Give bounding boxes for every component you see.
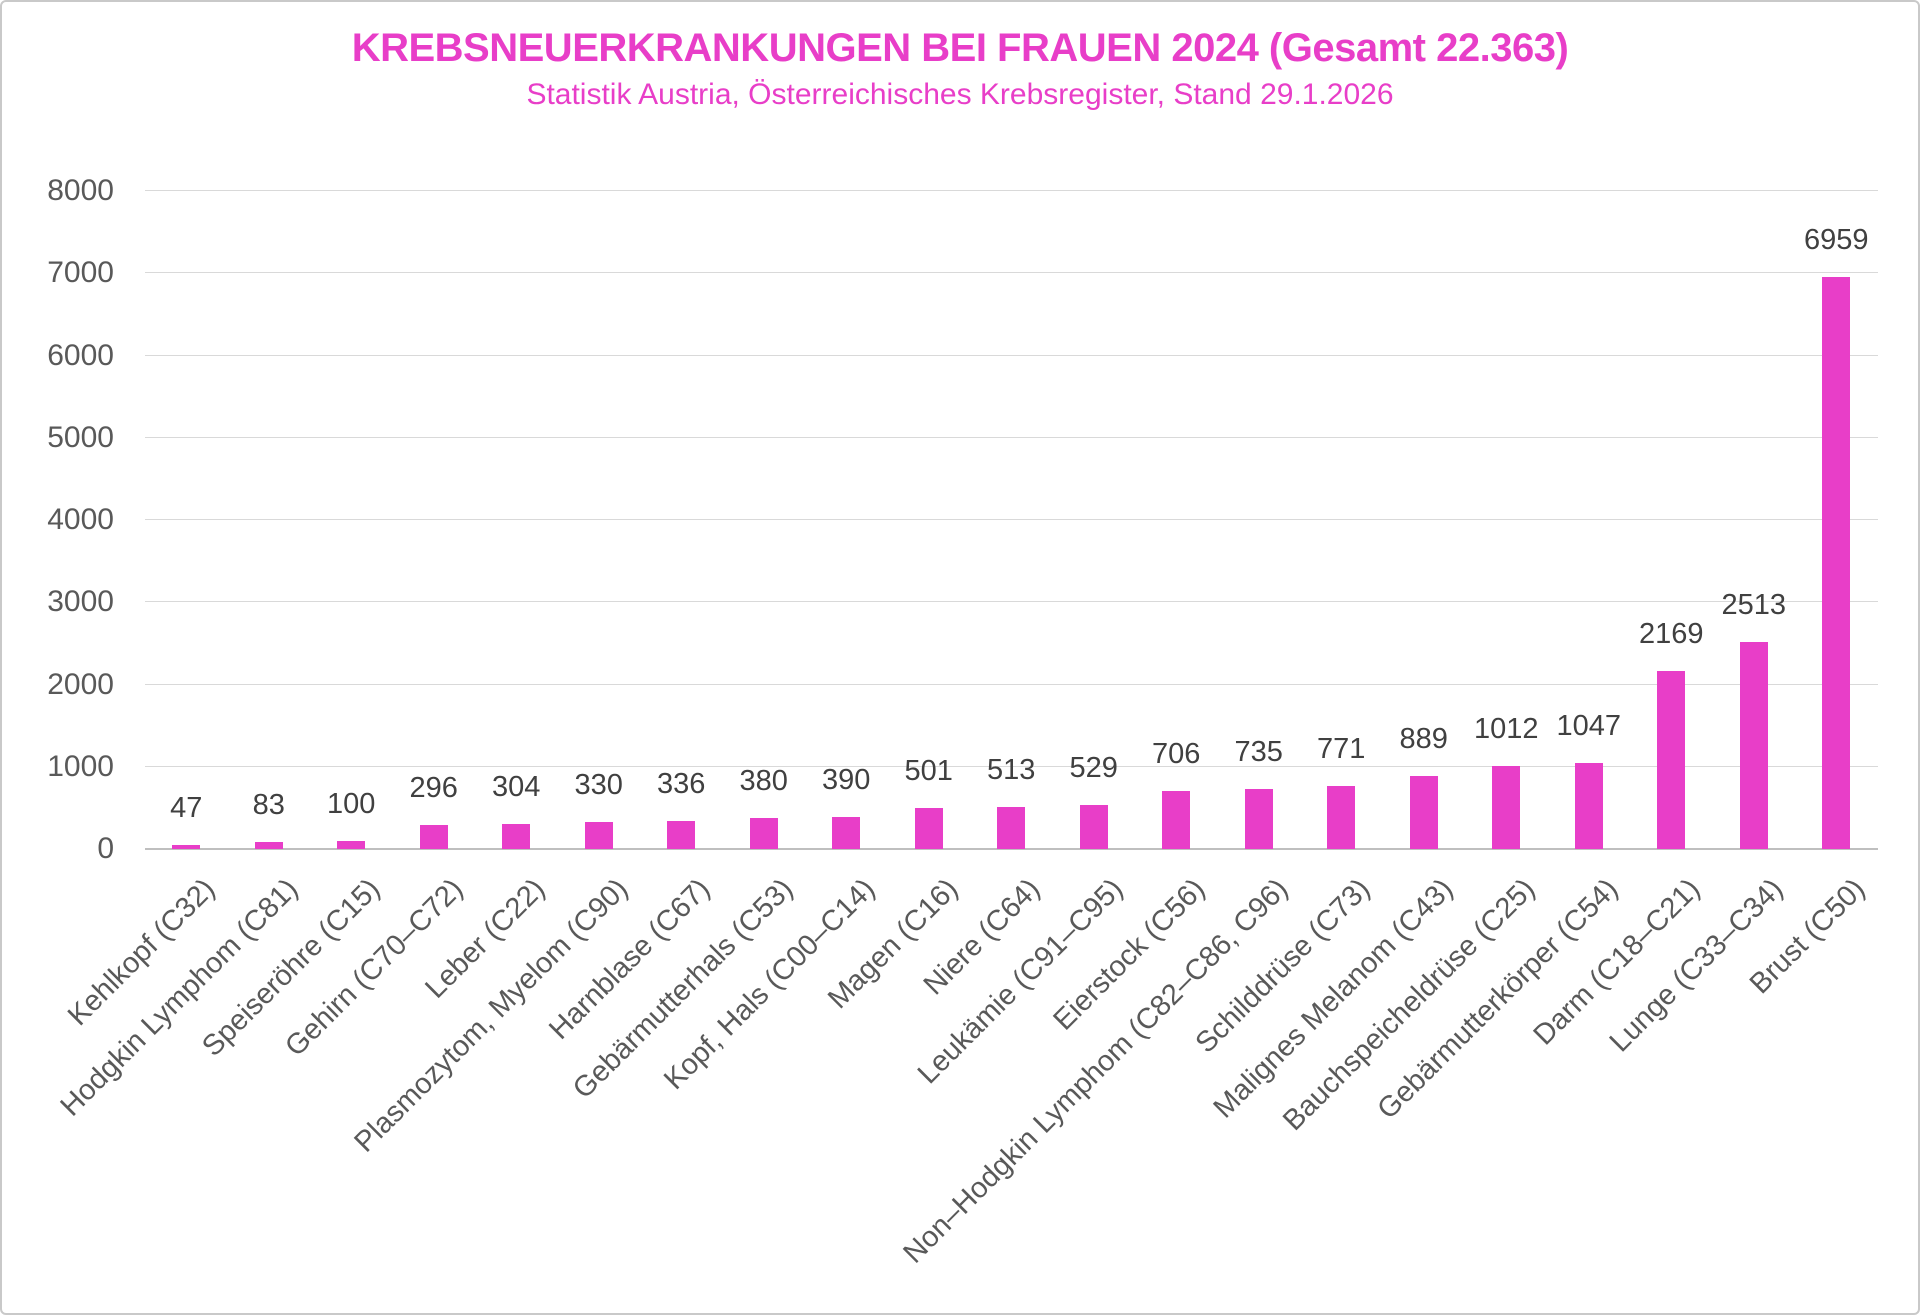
bar-value-label: 6959 [1803,223,1869,256]
bar-value-label: 380 [739,764,788,797]
y-axis-tick-label: 2000 [47,667,114,701]
bar [1079,805,1108,849]
bar-value-label: 2513 [1721,589,1786,622]
bar-value-label: 513 [987,753,1036,786]
bar-value-label: 330 [574,768,623,801]
y-axis-tick-label: 3000 [47,585,114,619]
y-axis-tick-label: 0 [97,832,114,865]
bar [749,817,778,849]
bar [667,821,696,849]
bar-value-label: 501 [904,754,953,787]
bar [1327,785,1356,849]
bar-value-label: 735 [1234,735,1283,768]
bar [419,824,448,849]
y-axis-tick-label: 6000 [47,338,114,372]
bar [1162,790,1191,849]
gridline [145,436,1878,438]
gridline [145,765,1878,767]
bar-value-label: 706 [1152,737,1201,770]
bar [254,842,283,849]
bar [1822,276,1851,849]
bar [832,816,861,849]
gridline [145,683,1878,685]
bar-value-label: 83 [252,789,285,822]
bar-value-label: 1047 [1556,709,1621,742]
bar [1492,765,1521,849]
y-axis-tick-label: 4000 [47,503,114,536]
bar [172,845,201,849]
bar-value-label: 296 [409,771,458,804]
bar-value-label: 529 [1069,752,1118,785]
bar-value-label: 390 [822,763,871,796]
chart-subtitle: Statistik Austria, Österreichisches Kreb… [526,78,1394,111]
bar [1739,642,1768,849]
bar-value-label: 2169 [1638,617,1704,650]
y-axis-tick-label: 7000 [47,256,114,290]
bar [584,821,613,849]
x-axis-line [145,848,1878,850]
y-axis-tick-label: 5000 [47,420,114,454]
y-axis-tick-label: 1000 [47,749,114,783]
y-axis-tick-label: 8000 [47,174,114,207]
gridline [145,190,1878,191]
bar-value-label: 336 [657,768,706,801]
gridline [145,354,1878,356]
bar [337,840,366,849]
bar [1244,788,1273,849]
bar [1574,762,1603,849]
bar [914,807,943,849]
bar-value-label: 1012 [1473,712,1539,745]
bar [1657,670,1686,849]
bar-value-label: 889 [1399,722,1448,755]
bar [502,823,531,849]
gridline [145,519,1878,520]
bar-value-label: 304 [492,770,541,803]
bar [997,806,1026,849]
bar-value-label: 47 [170,792,203,825]
bar-value-label: 771 [1317,732,1366,765]
bar [1409,775,1438,849]
chart-title: KREBSNEUERKRANKUNGEN BEI FRAUEN 2024 (Ge… [351,26,1569,70]
bar-value-label: 100 [327,787,376,820]
gridline [145,601,1878,603]
gridline [145,272,1878,274]
